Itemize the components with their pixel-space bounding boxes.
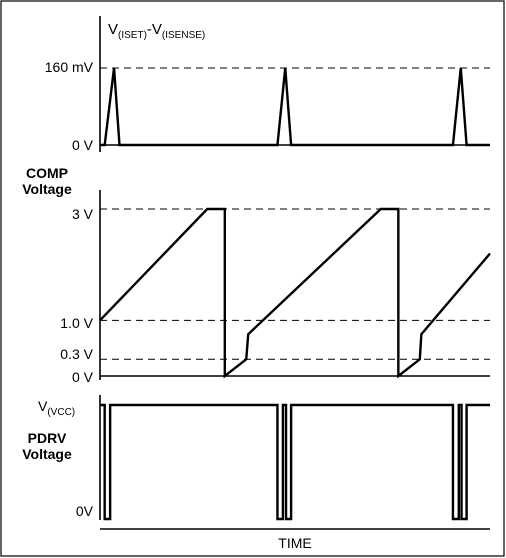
y-tick-label: 0 V — [72, 137, 94, 153]
panel-1: 160 mV 0 V V(ISET)-V(ISENSE) — [45, 16, 490, 153]
y-tick-label: V(VCC) — [38, 398, 75, 418]
y-tick-label: 0.3 V — [60, 346, 93, 362]
waveform-line — [99, 207, 491, 379]
panels: 160 mV 0 V V(ISET)-V(ISENSE) 3 V 1.0 V 0.3 V 0… — [22, 16, 491, 551]
y-tick-label: 0V — [76, 503, 94, 519]
waveform-line — [100, 67, 490, 147]
y-tick-label: 160 mV — [45, 59, 94, 75]
y-tick-label: 1.0 V — [60, 315, 93, 331]
y-axis-label: Voltage — [22, 181, 72, 197]
y-axis-label: PDRV — [28, 430, 67, 446]
x-axis-label: TIME — [278, 535, 311, 551]
panel-title: V(ISET)-V(ISENSE) — [108, 21, 205, 41]
y-axis-label: COMP — [26, 165, 68, 181]
y-tick-label: 0 V — [72, 369, 94, 385]
y-tick-label: 3 V — [72, 206, 94, 222]
waveform-line — [100, 403, 490, 521]
y-axis-label: Voltage — [22, 446, 72, 462]
